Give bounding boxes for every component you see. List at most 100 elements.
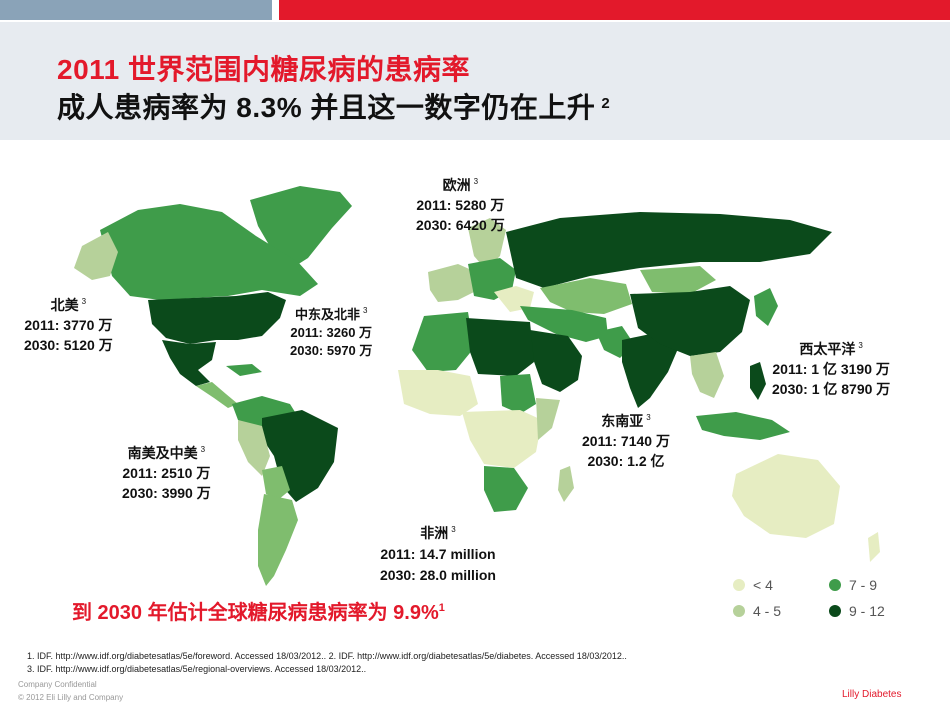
region-label-africa: 非洲 3 2011: 14.7 million 2030: 28.0 millio… xyxy=(380,519,496,586)
korea-japan-shape xyxy=(754,288,778,326)
region-ref: 3 xyxy=(858,341,863,350)
region-value-2011: 2011: 14.7 million xyxy=(380,546,496,562)
region-name-text: 非洲 xyxy=(420,525,449,541)
canada-shape xyxy=(100,204,318,300)
region-value-2011: 2011: 2510 万 xyxy=(122,465,211,481)
china-shape xyxy=(630,286,750,356)
footer-brand: Lilly Diabetes xyxy=(842,689,902,700)
legend-label: 7 - 9 xyxy=(849,577,878,593)
usa-shape xyxy=(148,292,286,344)
header-band xyxy=(0,22,950,140)
subtitle-text: 成人患病率为 8.3% 并且这一数字仍在上升 xyxy=(57,92,596,123)
subtitle-ref: 2 xyxy=(601,95,611,112)
region-name-mena: 中东及北非 3 xyxy=(290,302,372,324)
western-europe-shape xyxy=(428,264,476,302)
legend-item-4-5: 4 - 5 xyxy=(733,603,781,619)
central-asia-shape xyxy=(540,278,632,314)
region-label-europe: 欧洲 3 2011: 5280 万 2030: 6420 万 xyxy=(416,172,505,235)
region-value-2030: 2030: 28.0 million xyxy=(380,567,496,583)
legend-label: < 4 xyxy=(753,577,773,593)
region-value-2030: 2030: 5120 万 xyxy=(24,337,113,353)
footer-confidential: Company Confidential xyxy=(18,680,97,689)
top-bar-left xyxy=(0,0,272,20)
central-africa-shape xyxy=(462,410,542,468)
region-label-south-central-america: 南美及中美 3 2011: 2510 万 2030: 3990 万 xyxy=(122,440,211,503)
region-value-2011: 2011: 3770 万 xyxy=(24,317,113,333)
region-name-text: 东南亚 xyxy=(601,413,644,429)
region-name-text: 中东及北非 xyxy=(294,307,360,322)
region-value-2030: 2030: 6420 万 xyxy=(416,217,505,233)
map-legend: < 4 4 - 5 7 - 9 9 - 12 xyxy=(733,577,903,627)
region-label-southeast-asia: 东南亚 3 2011: 7140 万 2030: 1.2 亿 xyxy=(582,408,670,471)
region-name-text: 北美 xyxy=(50,297,79,313)
scandinavia-shape xyxy=(468,218,506,270)
region-label-western-pacific: 西太平洋 3 2011: 1 亿 3190 万 2030: 1 亿 8790 万 xyxy=(772,336,890,399)
australia-shape xyxy=(732,454,840,538)
region-ref: 3 xyxy=(81,297,87,306)
madagascar-shape xyxy=(558,466,574,502)
turkey-iran-shape xyxy=(520,306,608,342)
alaska-shape xyxy=(74,232,118,280)
region-name-text: 欧洲 xyxy=(442,177,471,193)
eastern-europe-shape xyxy=(494,286,534,312)
slide-title: 2011 世界范围内糖尿病的患病率 xyxy=(57,54,471,85)
legend-item-lt4: < 4 xyxy=(733,577,773,593)
region-value-2030: 2030: 1 亿 8790 万 xyxy=(772,381,891,397)
legend-swatch xyxy=(733,579,745,591)
slide-subtitle: 成人患病率为 8.3% 并且这一数字仍在上升 2 xyxy=(57,86,610,126)
legend-swatch xyxy=(829,605,841,617)
mexico-shape xyxy=(162,340,216,386)
region-label-north-america: 北美 3 2011: 3770 万 2030: 5120 万 xyxy=(24,292,113,355)
legend-swatch xyxy=(733,605,745,617)
projection-callout: 到 2030 年估计全球糖尿病患病率为 9.9%1 xyxy=(72,596,445,625)
region-name-africa: 非洲 3 xyxy=(380,519,496,544)
region-value-2011: 2011: 5280 万 xyxy=(416,197,505,213)
region-name-western-pacific: 西太平洋 3 xyxy=(772,336,890,359)
new-zealand-shape xyxy=(868,532,880,562)
region-value-2011: 2011: 3260 万 xyxy=(290,325,373,340)
footer-copyright: © 2012 Eli Lilly and Company xyxy=(18,693,124,702)
callout-ref: 1 xyxy=(438,602,445,614)
region-value-2030: 2030: 3990 万 xyxy=(122,485,211,501)
arabia-shape xyxy=(530,330,582,392)
region-name-text: 南美及中美 xyxy=(127,445,198,461)
russia-shape xyxy=(506,212,832,288)
region-name-text: 西太平洋 xyxy=(799,341,856,357)
southern-cone-shape xyxy=(258,494,298,586)
references: 1. IDF. http://www.idf.org/diabetesatlas… xyxy=(27,650,627,676)
region-value-2030: 2030: 1.2 亿 xyxy=(587,453,665,469)
reference-line-2: 3. IDF. http://www.idf.org/diabetesatlas… xyxy=(27,664,367,674)
philippines-shape xyxy=(750,362,766,400)
region-label-mena: 中东及北非 3 2011: 3260 万 2030: 5970 万 xyxy=(290,302,372,360)
andes-shape xyxy=(238,420,270,476)
region-ref: 3 xyxy=(646,413,651,422)
west-africa-shape xyxy=(398,370,478,416)
sudan-shape xyxy=(500,374,536,414)
region-ref: 3 xyxy=(451,525,456,534)
region-name-europe: 欧洲 3 xyxy=(416,172,505,195)
bolivia-paraguay-shape xyxy=(262,466,290,500)
region-ref: 3 xyxy=(362,306,368,315)
region-ref: 3 xyxy=(200,445,206,454)
indonesia-shape xyxy=(696,412,790,440)
region-value-2030: 2030: 5970 万 xyxy=(290,343,373,358)
north-africa-west-shape xyxy=(412,312,474,372)
region-name-south-central-america: 南美及中美 3 xyxy=(122,440,211,463)
region-name-southeast-asia: 东南亚 3 xyxy=(582,408,670,431)
top-bar-right xyxy=(279,0,950,20)
region-ref: 3 xyxy=(473,177,479,186)
caribbean-shape xyxy=(226,364,262,376)
legend-item-9-12: 9 - 12 xyxy=(829,603,885,619)
legend-label: 9 - 12 xyxy=(849,603,885,619)
footer-legal: Company Confidential © 2012 Eli Lilly an… xyxy=(18,678,123,704)
region-name-north-america: 北美 3 xyxy=(24,292,113,315)
legend-label: 4 - 5 xyxy=(753,603,782,619)
east-africa-shape xyxy=(536,398,560,440)
reference-line-1: 1. IDF. http://www.idf.org/diabetesatlas… xyxy=(27,651,627,661)
region-value-2011: 2011: 7140 万 xyxy=(582,433,670,449)
region-value-2011: 2011: 1 亿 3190 万 xyxy=(772,361,890,377)
india-shape xyxy=(622,332,680,408)
legend-swatch xyxy=(829,579,841,591)
world-prevalence-map xyxy=(74,186,880,586)
indochina-shape xyxy=(690,352,724,398)
